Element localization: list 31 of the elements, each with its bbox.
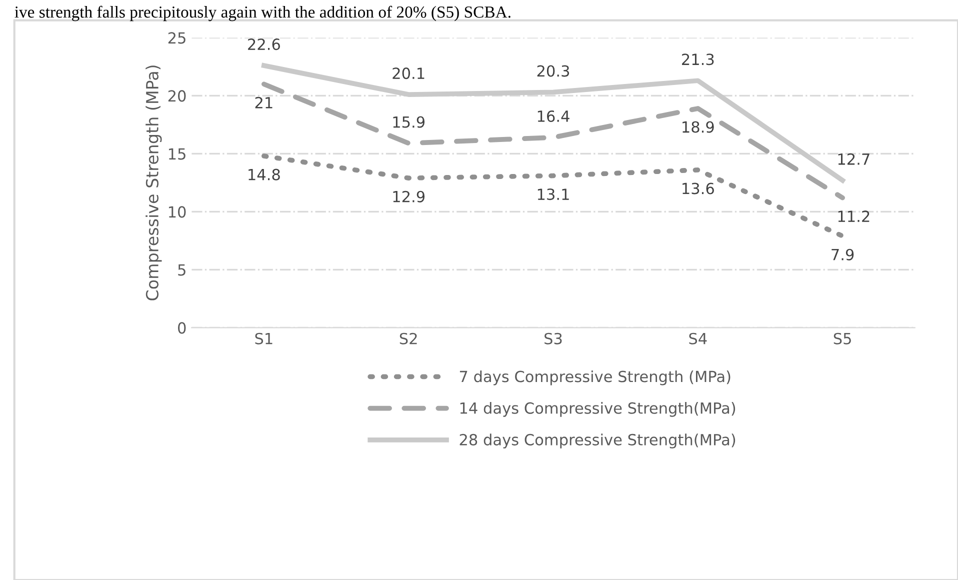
- data-label: 20.3: [537, 65, 570, 77]
- text: ive strength falls precipitously again with the addition of 20% (S5) SCBA.: [14, 6, 510, 22]
- y-tick-label: 25: [168, 32, 186, 44]
- x-tick-label: S5: [834, 332, 851, 344]
- x-tick-label: S1: [255, 332, 272, 344]
- data-label: 11.2: [838, 210, 870, 222]
- data-label: 12.7: [838, 153, 870, 165]
- data-label: 20.1: [392, 68, 424, 80]
- legend-label: 7 days Compressive Strength (MPa): [460, 370, 730, 386]
- data-label: 13.1: [538, 188, 569, 200]
- y-tick-label: 15: [168, 148, 186, 160]
- data-label: 15.9: [393, 116, 425, 128]
- data-label: 7.9: [832, 248, 854, 260]
- x-tick-label: S3: [544, 332, 562, 344]
- y-tick-label: 10: [168, 206, 186, 218]
- data-label: 14.8: [248, 168, 280, 180]
- legend-label: 28 days Compressive Strength(MPa): [460, 434, 736, 448]
- y-tick-label: 20: [168, 90, 186, 102]
- data-label: 16.4: [538, 110, 570, 122]
- x-tick-label: S2: [400, 332, 417, 344]
- y-axis-title: Compressive Strength (MPa): [146, 66, 162, 300]
- y-tick-label: 5: [178, 264, 186, 276]
- data-label: 13.6: [682, 182, 714, 194]
- data-label: 12.9: [393, 190, 425, 202]
- data-label: 21.3: [682, 54, 714, 66]
- data-label: 22.6: [248, 38, 280, 50]
- legend-label: 14 days Compressive Strength(MPa): [460, 402, 736, 417]
- y-tick-label: 0: [178, 322, 186, 334]
- data-label: 18.9: [682, 121, 714, 133]
- x-tick-label: S4: [689, 332, 707, 344]
- data-label: 21: [255, 96, 272, 108]
